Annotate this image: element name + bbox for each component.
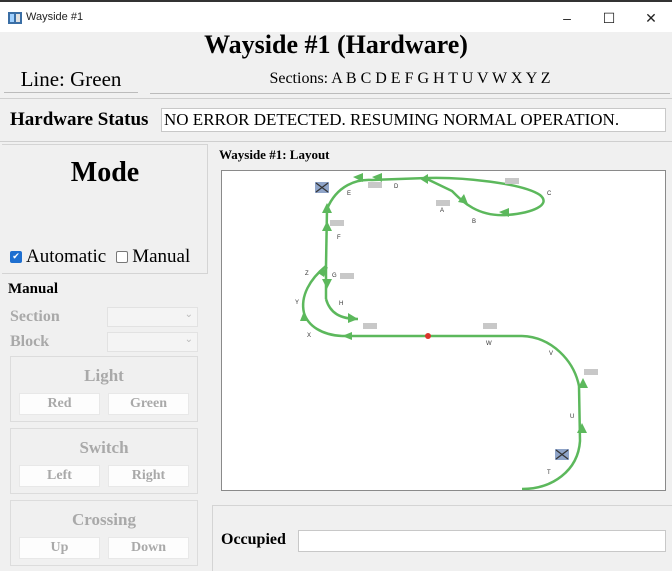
sections-label: Sections: A B C D E F G H T U V W X Y Z: [150, 70, 670, 94]
track-section-e-f: [324, 208, 329, 267]
layout-label: Wayside #1: Layout: [219, 147, 330, 162]
left-button[interactable]: Left: [19, 465, 100, 487]
section-letter-labels: A B C D E F G H T U V W X Y Z: [295, 184, 574, 476]
manual-checkbox[interactable]: [116, 251, 129, 263]
green-button[interactable]: Green: [108, 393, 189, 415]
occupied-label: Occupied: [221, 531, 286, 548]
direction-arrows: [300, 173, 588, 433]
hardware-status-label: Hardware Status: [10, 109, 149, 130]
red-button[interactable]: Red: [19, 393, 100, 415]
chevron-down-icon: ⌄: [184, 309, 193, 320]
arrow-icon: [300, 311, 308, 321]
chevron-down-icon: ⌄: [184, 334, 193, 345]
train-marker: [425, 333, 431, 339]
light-group: Light Red Green: [10, 356, 198, 422]
arrow-icon: [372, 173, 382, 182]
arrow-icon: [499, 208, 509, 217]
mode-options: ✔ Automatic Manual: [10, 246, 190, 268]
down-button[interactable]: Down: [108, 537, 189, 559]
maximize-button[interactable]: ☐: [602, 9, 616, 26]
section-letter: X: [307, 333, 311, 339]
track-section-v-u-t: [521, 334, 582, 491]
mode-panel: Mode ✔ Automatic Manual: [2, 144, 208, 274]
section-letter: F: [337, 235, 341, 241]
minimize-button[interactable]: –: [563, 10, 571, 26]
right-button[interactable]: Right: [108, 465, 189, 487]
light-title: Light: [84, 366, 124, 385]
section-letter: W: [486, 341, 492, 347]
section-letter: Z: [305, 271, 309, 277]
arrow-icon: [322, 221, 332, 231]
arrow-icon: [342, 332, 352, 340]
arrow-icon: [322, 203, 332, 213]
automatic-checkbox[interactable]: ✔: [10, 251, 22, 263]
switch-title: Switch: [79, 438, 129, 457]
crossing-group: Crossing Up Down: [10, 500, 198, 566]
track-loop-a-b-c-d: [325, 176, 545, 217]
arrow-icon: [458, 194, 468, 204]
up-button[interactable]: Up: [19, 537, 100, 559]
track-layout-diagram: A B C D E F G H T U V W X Y Z: [295, 173, 598, 491]
section-letter: E: [347, 191, 351, 197]
hardware-status-field: NO ERROR DETECTED. RESUMING NORMAL OPERA…: [161, 108, 666, 132]
signal-light-icons: [330, 178, 598, 375]
section-letter: B: [472, 219, 476, 225]
arrow-icon: [420, 174, 428, 184]
app-icon: [8, 12, 22, 24]
occupied-panel: [212, 505, 672, 571]
section-letter: T: [547, 470, 551, 476]
arrow-icon: [322, 279, 332, 289]
section-letter: Y: [295, 300, 299, 306]
section-letter: U: [570, 414, 574, 420]
arrow-icon: [353, 173, 363, 182]
arrow-icon: [348, 313, 358, 323]
mode-title: Mode: [70, 157, 140, 188]
section-letter: C: [547, 191, 552, 197]
arrow-icon: [577, 423, 587, 433]
page-title: Wayside #1 (Hardware): [204, 30, 468, 59]
window-title: Wayside #1: [26, 11, 84, 23]
track-lines: [301, 176, 582, 491]
arrow-icon: [318, 267, 328, 277]
block-dropdown[interactable]: ⌄: [107, 332, 198, 352]
divider: [0, 141, 672, 142]
automatic-label: Automatic: [26, 246, 107, 267]
block-label: Block: [10, 333, 50, 350]
manual-section-title: Manual: [8, 281, 59, 297]
manual-mode-label: Manual: [132, 246, 191, 267]
crossing-title: Crossing: [72, 510, 136, 529]
divider: [0, 98, 672, 99]
section-letter: H: [339, 301, 343, 307]
section-label: Section: [10, 308, 60, 325]
section-dropdown[interactable]: ⌄: [107, 307, 198, 327]
occupied-field: [298, 530, 666, 552]
crossing-icons: [315, 182, 569, 460]
section-letter: D: [394, 184, 399, 190]
line-label: Line: Green: [4, 67, 138, 93]
arrow-icon: [578, 378, 588, 388]
switch-group: Switch Left Right: [10, 428, 198, 494]
section-letter: V: [549, 351, 553, 357]
track-layout-view: A B C D E F G H T U V W X Y Z: [221, 170, 666, 491]
close-button[interactable]: ✕: [645, 9, 657, 26]
section-letter: G: [332, 273, 337, 279]
section-letter: A: [440, 208, 444, 214]
title-bar: Wayside #1 – ☐ ✕: [0, 0, 672, 32]
